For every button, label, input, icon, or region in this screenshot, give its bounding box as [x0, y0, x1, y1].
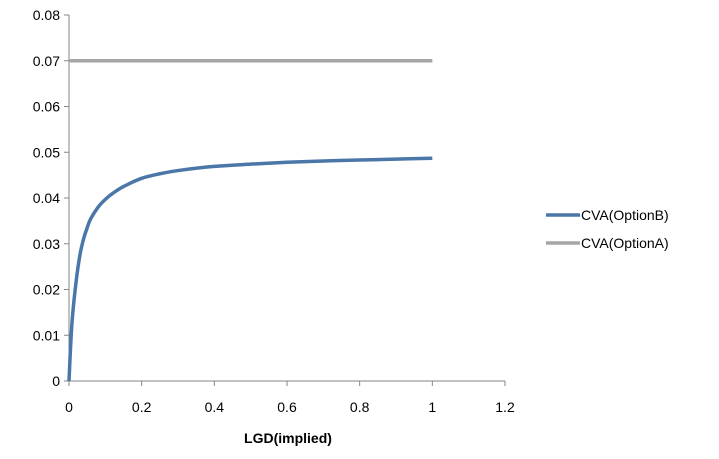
- y-tick-label: 0.02: [33, 282, 60, 298]
- x-tick-label: 0.8: [350, 399, 370, 415]
- legend-item: CVA(OptionA): [546, 235, 669, 251]
- y-tick-label: 0.03: [33, 236, 60, 252]
- x-tick-label: 1: [428, 399, 436, 415]
- y-tick-label: 0: [52, 373, 60, 389]
- axes: 0 0.01 0.02 0.03 0.04 0.05 0.06 0.07 0.08 0 0.2 0.4…: [33, 7, 515, 415]
- legend: CVA(OptionB) CVA(OptionA): [546, 207, 669, 251]
- series-line-cva-optionb: [67, 156, 433, 382]
- legend-item: CVA(OptionB): [546, 207, 669, 223]
- legend-label: CVA(OptionA): [581, 235, 669, 251]
- x-tick-label: 0.6: [277, 399, 297, 415]
- y-tick-label: 0.08: [33, 7, 60, 23]
- x-axis-title: LGD(implied): [244, 430, 332, 446]
- y-tick-label: 0.01: [33, 327, 60, 343]
- y-tick-label: 0.06: [33, 99, 60, 115]
- series-layer: [67, 59, 433, 382]
- y-tick-label: 0.07: [33, 53, 60, 69]
- y-tick-label: 0.04: [33, 190, 60, 206]
- x-tick-label: 0.4: [205, 399, 225, 415]
- x-tick-label: 0: [65, 399, 73, 415]
- x-tick-label: 1.2: [495, 399, 515, 415]
- x-tick-label: 0.2: [132, 399, 152, 415]
- y-tick-label: 0.05: [33, 144, 60, 160]
- legend-label: CVA(OptionB): [581, 207, 669, 223]
